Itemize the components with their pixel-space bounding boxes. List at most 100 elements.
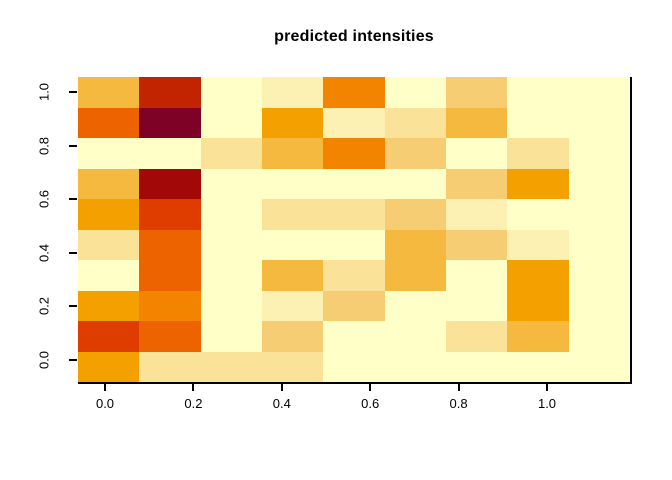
heatmap-cell-r6c6 bbox=[384, 229, 446, 260]
heatmap-cell-r6c1 bbox=[78, 229, 140, 260]
heatmap-cell-r3c6 bbox=[384, 138, 446, 169]
heatmap-cell-r8c8 bbox=[507, 290, 569, 321]
x-tick-label: 0.0 bbox=[95, 396, 115, 411]
y-tick-mark bbox=[69, 144, 77, 147]
heatmap-cell-r5c3 bbox=[200, 199, 262, 230]
heatmap-cell-r4c5 bbox=[323, 168, 385, 199]
heatmap-cell-r9c7 bbox=[445, 321, 508, 352]
heatmap-cell-r5c6 bbox=[384, 199, 446, 230]
heatmap-cell-r8c1 bbox=[78, 290, 140, 321]
x-tick-label: 1.0 bbox=[537, 396, 557, 411]
heatmap-cell-r9c3 bbox=[200, 321, 262, 352]
heatmap-cell-r10c9 bbox=[568, 351, 630, 382]
heatmap-cell-r9c9 bbox=[568, 321, 630, 352]
y-tick-mark bbox=[69, 198, 77, 201]
heatmap-cell-r10c6 bbox=[384, 351, 446, 382]
heatmap-cell-r7c5 bbox=[323, 260, 385, 291]
heatmap-cell-r1c3 bbox=[200, 77, 262, 108]
y-tick-label: 0.4 bbox=[36, 243, 52, 262]
heatmap-cell-r2c3 bbox=[200, 107, 262, 138]
heatmap-cell-r4c1 bbox=[78, 168, 140, 199]
y-tick-label: 1.0 bbox=[36, 82, 52, 102]
heatmap-cell-r6c8 bbox=[507, 229, 569, 260]
heatmap-cell-r8c9 bbox=[568, 290, 630, 321]
x-tick-label: 0.8 bbox=[449, 396, 468, 411]
y-tick-label: 0.2 bbox=[36, 297, 52, 316]
chart-title: predicted intensities bbox=[274, 28, 434, 45]
y-tick-label: 0.0 bbox=[36, 350, 52, 370]
heatmap-cell-r4c6 bbox=[384, 168, 446, 199]
heatmap-cell-r8c3 bbox=[200, 290, 262, 321]
heatmap-cell-r10c7 bbox=[445, 351, 508, 382]
heatmap-cell-r1c5 bbox=[323, 77, 385, 108]
heatmap-cell-r9c1 bbox=[78, 321, 140, 352]
y-tick-mark bbox=[69, 251, 77, 254]
x-tick-label: 0.4 bbox=[272, 396, 291, 411]
heatmap-cell-r6c4 bbox=[261, 229, 324, 260]
heatmap-cell-r3c4 bbox=[261, 138, 324, 169]
heatmap-cell-r7c2 bbox=[139, 260, 201, 291]
heatmap-cell-r6c7 bbox=[445, 229, 508, 260]
heatmap-cell-r10c2 bbox=[139, 351, 201, 382]
heatmap-cell-r8c7 bbox=[445, 290, 508, 321]
heatmap-cell-r9c6 bbox=[384, 321, 446, 352]
heatmap-cell-r7c1 bbox=[78, 260, 140, 291]
heatmap-cell-r8c5 bbox=[323, 290, 385, 321]
heatmap-cell-r1c6 bbox=[384, 77, 446, 108]
x-axis-line bbox=[78, 382, 632, 384]
heatmap-cell-r3c7 bbox=[445, 138, 508, 169]
heatmap-cell-r8c4 bbox=[261, 290, 324, 321]
heatmap-cell-r2c6 bbox=[384, 107, 446, 138]
heatmap-cell-r1c8 bbox=[507, 77, 569, 108]
heatmap-cell-r7c3 bbox=[200, 260, 262, 291]
heatmap-cell-r9c2 bbox=[139, 321, 201, 352]
x-tick-label: 0.6 bbox=[361, 396, 380, 411]
heatmap-cell-r1c9 bbox=[568, 77, 630, 108]
heatmap-cell-r1c1 bbox=[78, 77, 140, 108]
x-tick-mark bbox=[457, 384, 460, 391]
heatmap-cell-r6c9 bbox=[568, 229, 630, 260]
x-tick-mark bbox=[546, 384, 548, 391]
heatmap-cell-r10c4 bbox=[261, 351, 324, 382]
x-tick-mark bbox=[104, 384, 106, 391]
heatmap-cell-r1c7 bbox=[445, 77, 508, 108]
heatmap-cell-r5c1 bbox=[78, 199, 140, 230]
x-tick-mark bbox=[369, 384, 372, 391]
heatmap-cell-r2c5 bbox=[323, 107, 385, 138]
heatmap-cell-r2c9 bbox=[568, 107, 630, 138]
heatmap-grid bbox=[78, 77, 630, 382]
x-tick-mark bbox=[280, 384, 283, 391]
y-tick-mark bbox=[69, 91, 77, 93]
heatmap-cell-r7c7 bbox=[445, 260, 508, 291]
heatmap-cell-r3c5 bbox=[323, 138, 385, 169]
heatmap-cell-r10c8 bbox=[507, 351, 569, 382]
x-tick-mark bbox=[192, 384, 195, 391]
y-tick-mark bbox=[69, 305, 77, 308]
heatmap-cell-r5c8 bbox=[507, 199, 569, 230]
heatmap-cell-r7c4 bbox=[261, 260, 324, 291]
heatmap-cell-r8c2 bbox=[139, 290, 201, 321]
heatmap-cell-r4c8 bbox=[507, 168, 569, 199]
heatmap-cell-r3c9 bbox=[568, 138, 630, 169]
heatmap-cell-r3c3 bbox=[200, 138, 262, 169]
heatmap-cell-r7c9 bbox=[568, 260, 630, 291]
heatmap-cell-r5c7 bbox=[445, 199, 508, 230]
heatmap-cell-r1c2 bbox=[139, 77, 201, 108]
heatmap-cell-r4c7 bbox=[445, 168, 508, 199]
heatmap-cell-r2c8 bbox=[507, 107, 569, 138]
heatmap-cell-r9c8 bbox=[507, 321, 569, 352]
heatmap-cell-r5c4 bbox=[261, 199, 324, 230]
heatmap-cell-r10c3 bbox=[200, 351, 262, 382]
heatmap-cell-r10c5 bbox=[323, 351, 385, 382]
heatmap-cell-r5c5 bbox=[323, 199, 385, 230]
y-tick-label: 0.6 bbox=[36, 190, 52, 209]
heatmap-cell-r9c4 bbox=[261, 321, 324, 352]
heatmap-cell-r7c8 bbox=[507, 260, 569, 291]
heatmap-cell-r6c2 bbox=[139, 229, 201, 260]
y-tick-label: 0.8 bbox=[36, 136, 52, 155]
heatmap-cell-r1c4 bbox=[261, 77, 324, 108]
heatmap-cell-r3c2 bbox=[139, 138, 201, 169]
heatmap-cell-r6c5 bbox=[323, 229, 385, 260]
plot-right-border bbox=[630, 77, 632, 384]
